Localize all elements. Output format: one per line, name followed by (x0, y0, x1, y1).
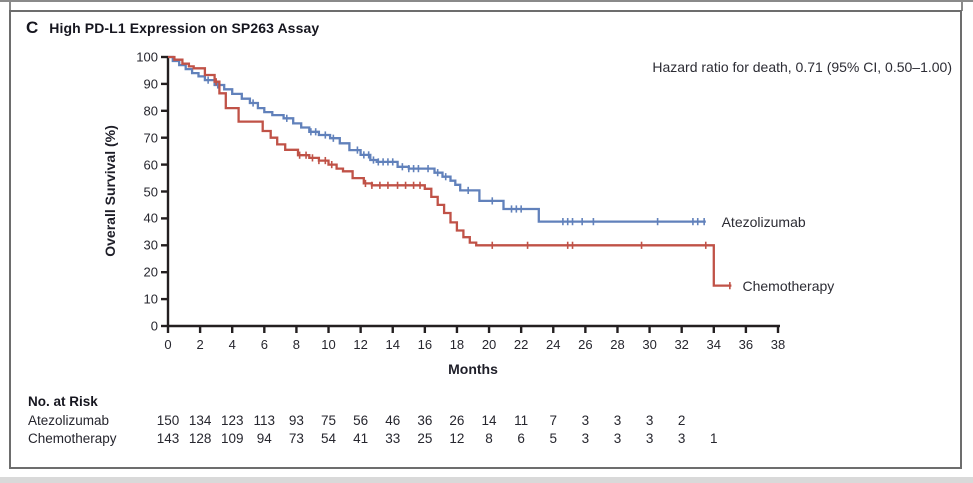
x-tick-label: 4 (228, 337, 236, 352)
risk-value: 5 (549, 431, 558, 446)
y-tick-label: 90 (143, 76, 158, 92)
risk-value: 75 (321, 413, 337, 428)
risk-value: 36 (417, 413, 433, 428)
x-tick-label: 10 (321, 337, 336, 352)
previous-panel-bottom-edge (0, 0, 973, 2)
x-tick-label: 38 (770, 337, 786, 352)
risk-table-title: No. at Risk (28, 394, 98, 409)
y-tick-label: 40 (143, 210, 158, 226)
risk-value: 1 (710, 431, 718, 446)
risk-value: 128 (188, 431, 212, 446)
x-tick-label: 34 (706, 337, 722, 352)
x-tick-label: 12 (353, 337, 368, 352)
risk-value: 33 (385, 431, 401, 446)
y-tick-label: 20 (143, 264, 158, 280)
risk-value: 3 (677, 431, 686, 446)
risk-value: 7 (549, 413, 558, 428)
x-tick-label: 18 (449, 337, 465, 352)
risk-value: 8 (485, 431, 493, 446)
frame-stub-right (961, 0, 963, 11)
risk-value: 12 (449, 431, 465, 446)
risk-value: 14 (481, 413, 497, 428)
x-tick-label: 28 (610, 337, 625, 352)
km-curve-chemotherapy (168, 55, 732, 287)
y-tick-label: 10 (143, 291, 158, 307)
y-axis-title: Overall Survival (%) (102, 125, 118, 257)
risk-value: 3 (581, 431, 590, 446)
risk-value: 26 (449, 413, 465, 428)
x-tick-label: 36 (738, 337, 754, 352)
risk-value: 3 (613, 431, 622, 446)
risk-value: 3 (581, 413, 590, 428)
next-panel-top-edge (0, 477, 973, 483)
x-tick-label: 6 (260, 337, 268, 352)
km-curve-atezolizumab (168, 55, 706, 223)
risk-value: 73 (288, 431, 304, 446)
risk-value: 3 (613, 413, 622, 428)
risk-value: 3 (645, 431, 654, 446)
risk-value: 11 (514, 413, 529, 428)
y-tick-label: 0 (150, 318, 158, 334)
hazard-ratio-annotation: Hazard ratio for death, 0.71 (95% CI, 0.… (652, 59, 952, 75)
x-axis-title: Months (448, 361, 498, 377)
risk-row-label-chemotherapy: Chemotherapy (28, 431, 117, 446)
x-tick-label: 30 (642, 337, 657, 352)
y-tick-label: 60 (143, 157, 158, 173)
risk-value: 113 (253, 413, 276, 428)
y-tick-label: 70 (143, 130, 158, 146)
risk-row-label-atezolizumab: Atezolizumab (28, 413, 110, 428)
risk-value: 56 (353, 413, 369, 428)
risk-value: 93 (288, 413, 304, 428)
risk-value: 46 (385, 413, 401, 428)
y-tick-label: 100 (136, 49, 158, 65)
x-tick-label: 8 (292, 337, 301, 352)
panel-title-text: High PD-L1 Expression on SP263 Assay (49, 20, 320, 36)
risk-value: 6 (517, 431, 525, 446)
y-tick-label: 30 (143, 237, 158, 253)
risk-value: 41 (353, 431, 369, 446)
risk-value: 109 (220, 431, 244, 446)
frame-stub-left (9, 0, 11, 11)
risk-value: 2 (677, 413, 686, 428)
x-tick-label: 0 (164, 337, 172, 352)
y-tick-label: 50 (143, 184, 158, 199)
x-tick-label: 16 (417, 337, 433, 352)
x-tick-label: 22 (513, 337, 529, 352)
x-tick-label: 14 (385, 337, 400, 352)
x-tick-label: 32 (674, 337, 689, 352)
x-tick-label: 24 (546, 337, 561, 352)
risk-value: 54 (321, 431, 337, 446)
curve-label-atezolizumab: Atezolizumab (721, 213, 806, 230)
panel-title: C High PD-L1 Expression on SP263 Assay (26, 18, 319, 38)
panel-letter: C (26, 18, 39, 37)
curve-label-chemotherapy: Chemotherapy (742, 277, 835, 294)
x-tick-label: 26 (578, 337, 593, 352)
risk-value: 25 (417, 431, 433, 446)
x-tick-label: 20 (481, 337, 497, 352)
risk-value: 94 (256, 431, 272, 446)
risk-value: 134 (188, 413, 212, 428)
risk-value: 3 (645, 413, 654, 428)
y-tick-label: 80 (143, 103, 158, 119)
risk-value: 150 (156, 413, 180, 428)
risk-value: 123 (220, 413, 244, 428)
x-tick-label: 2 (196, 337, 204, 352)
risk-value: 143 (156, 431, 180, 446)
